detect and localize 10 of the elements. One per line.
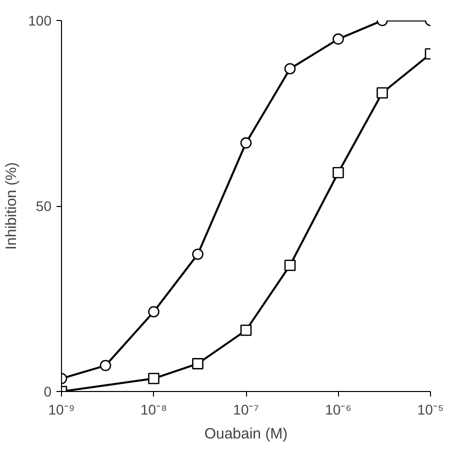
y-tick-label: 100 bbox=[28, 12, 52, 28]
y-tick-label: 0 bbox=[44, 384, 52, 400]
x-axis-title: Ouabain (M) bbox=[204, 426, 288, 442]
x-tick-label: 10⁻⁸ bbox=[140, 402, 168, 418]
x-tick-label: 10⁻⁷ bbox=[233, 402, 259, 418]
x-tick-label: 10⁻⁵ bbox=[417, 402, 444, 418]
y-tick-label: 50 bbox=[36, 198, 52, 214]
y-axis-title: Inhibition (%) bbox=[3, 162, 20, 250]
x-tick-label: 10⁻⁹ bbox=[48, 402, 75, 418]
x-tick-label: 10⁻⁶ bbox=[325, 402, 352, 418]
